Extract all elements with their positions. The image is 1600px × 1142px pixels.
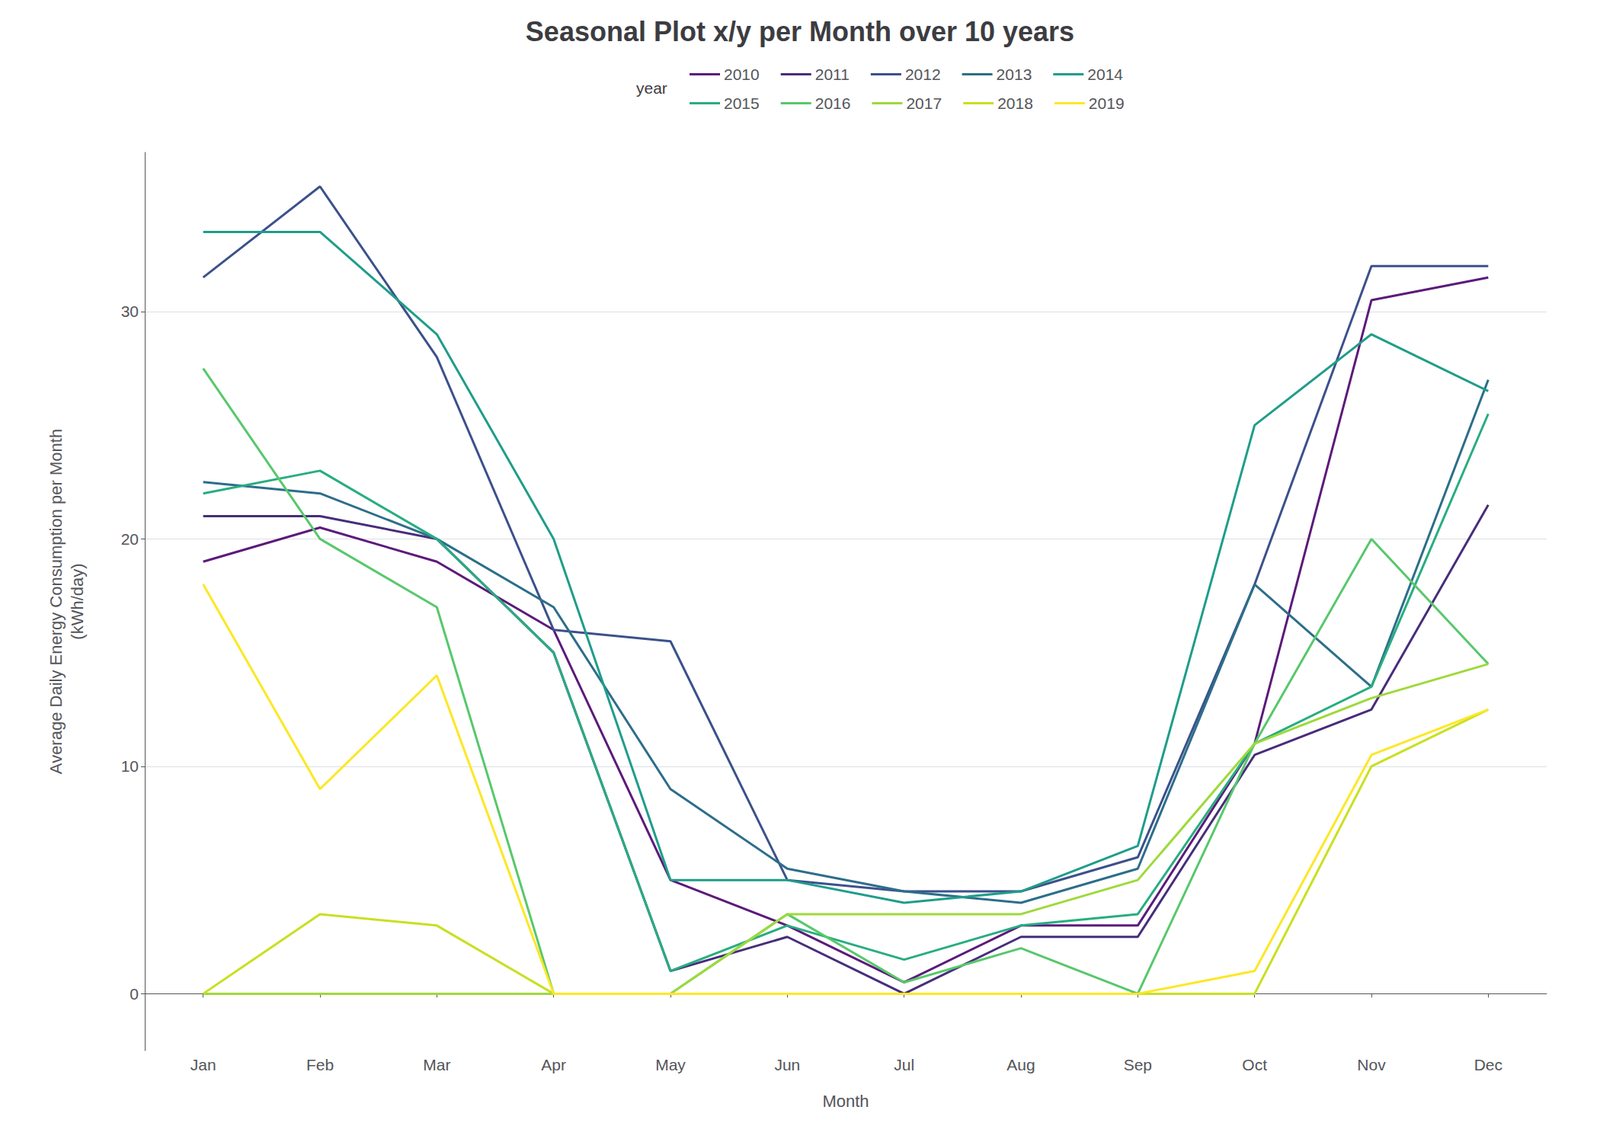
svg-text:20: 20 <box>121 530 139 548</box>
svg-text:Seasonal Plot x/y per Month ov: Seasonal Plot x/y per Month over 10 year… <box>525 16 1075 48</box>
svg-text:Jun: Jun <box>774 1056 800 1074</box>
svg-text:2017: 2017 <box>905 94 942 112</box>
svg-text:year: year <box>636 79 668 97</box>
svg-text:Jul: Jul <box>893 1056 915 1074</box>
svg-text:0: 0 <box>129 985 139 1003</box>
svg-text:2014: 2014 <box>1087 65 1124 84</box>
svg-text:Feb: Feb <box>306 1056 334 1074</box>
svg-text:(kWh/day): (kWh/day) <box>67 563 87 640</box>
svg-text:Jan: Jan <box>190 1056 217 1074</box>
svg-text:Mar: Mar <box>422 1056 451 1074</box>
svg-text:2010: 2010 <box>723 65 760 84</box>
svg-text:May: May <box>655 1056 686 1074</box>
svg-text:2013: 2013 <box>996 65 1033 84</box>
svg-text:2012: 2012 <box>905 65 941 84</box>
svg-text:Aug: Aug <box>1006 1056 1035 1074</box>
svg-text:2019: 2019 <box>1088 94 1125 112</box>
svg-text:Month: Month <box>822 1091 869 1111</box>
svg-text:Average Daily Energy Consumpti: Average Daily Energy Consumption per Mon… <box>46 428 66 775</box>
svg-text:Apr: Apr <box>540 1056 567 1074</box>
svg-text:2018: 2018 <box>997 94 1034 112</box>
svg-text:Dec: Dec <box>1474 1056 1503 1074</box>
svg-text:Nov: Nov <box>1356 1056 1386 1074</box>
svg-text:30: 30 <box>121 302 139 320</box>
svg-text:Sep: Sep <box>1123 1056 1152 1074</box>
svg-text:Oct: Oct <box>1241 1056 1268 1074</box>
svg-text:10: 10 <box>121 757 139 775</box>
svg-text:2011: 2011 <box>815 65 850 84</box>
svg-text:2016: 2016 <box>815 94 852 112</box>
svg-text:2015: 2015 <box>723 94 760 112</box>
